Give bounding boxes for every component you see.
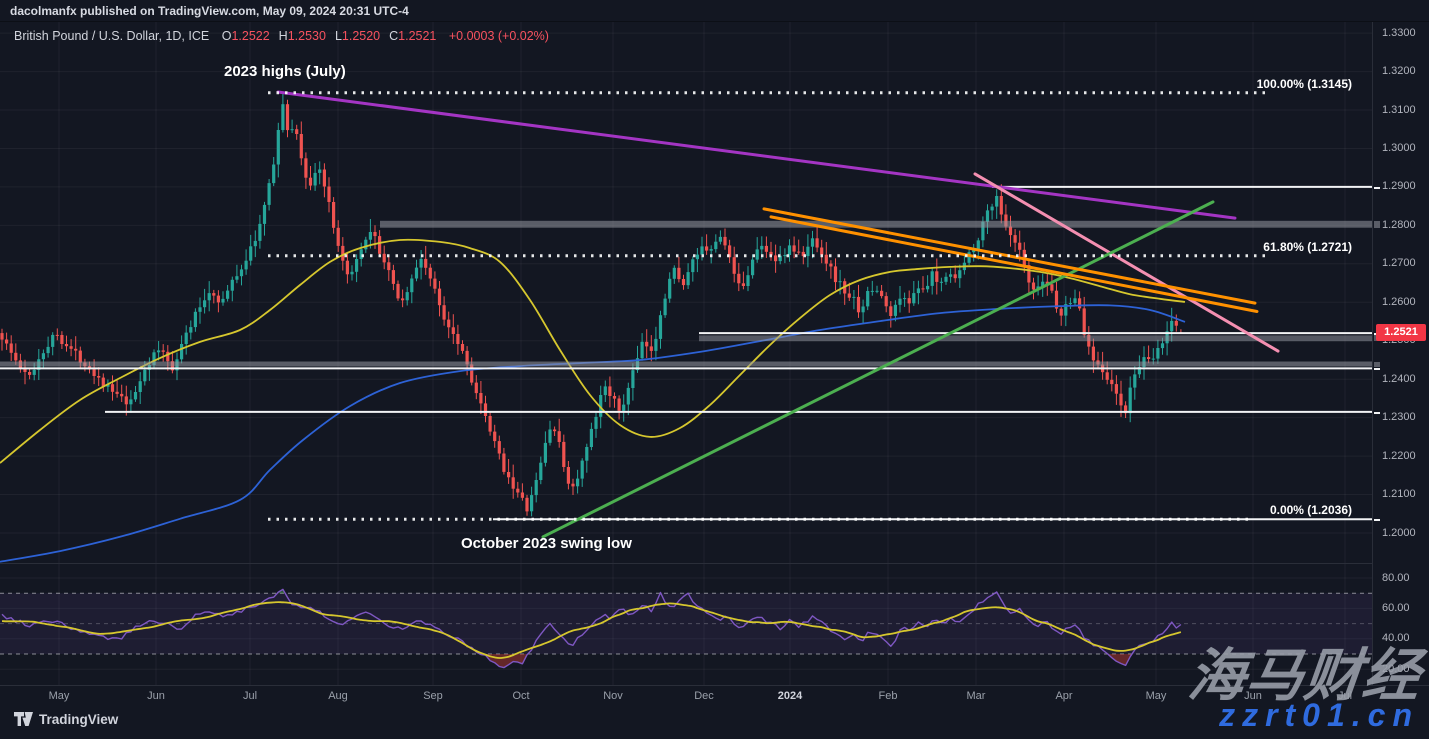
price-axis-label: 1.2800 <box>1382 219 1416 231</box>
time-axis-label: Mar <box>966 690 986 702</box>
price-axis-label: 1.2300 <box>1382 411 1416 423</box>
tradingview-brand-text: TradingView <box>39 712 119 727</box>
axis-level-mark <box>1374 187 1380 189</box>
price-axis-label: 1.3100 <box>1382 104 1416 116</box>
pane-separator[interactable] <box>0 563 1429 564</box>
last-price-badge: 1.2521 <box>1376 324 1426 341</box>
time-axis-label: Dec <box>694 690 714 702</box>
price-pane <box>0 92 1186 563</box>
time-axis-label: Nov <box>603 690 623 702</box>
rsi-axis-label: 60.00 <box>1382 602 1410 614</box>
price-axis-label: 1.2400 <box>1382 373 1416 385</box>
ohlc-value: 1.2530 <box>287 29 326 43</box>
tradingview-brand[interactable]: TradingView <box>14 712 118 727</box>
price-axis-label: 1.2200 <box>1382 450 1416 462</box>
fib-level-label[interactable]: 100.00% (1.3145) <box>1256 77 1352 91</box>
symbol-header[interactable]: British Pound / U.S. Dollar, 1D, ICE O1.… <box>14 29 549 46</box>
ohlc-key: C <box>389 29 399 43</box>
time-axis-label: 2024 <box>777 690 803 702</box>
price-axis-label: 1.3200 <box>1382 65 1416 77</box>
axis-level-mark <box>1374 362 1380 367</box>
rsi-pane <box>0 588 1372 669</box>
ohlc-value: 1.2522 <box>231 29 270 43</box>
chart-canvas[interactable] <box>0 0 1372 685</box>
time-axis-label: Aug <box>328 690 348 702</box>
ohlc-key: H <box>278 29 288 43</box>
ohlc-key: L <box>334 29 342 43</box>
ohlc-value: 1.2520 <box>341 29 381 43</box>
price-axis-label: 1.2100 <box>1382 488 1416 500</box>
footer-bar: TradingView <box>0 706 1429 739</box>
time-axis-label: Jul <box>242 690 258 702</box>
fib-level-label[interactable]: 61.80% (1.2721) <box>1263 240 1352 254</box>
publish-bar: dacolmanfx published on TradingView.com,… <box>0 0 1429 22</box>
price-axis-label: 1.2000 <box>1382 527 1416 539</box>
fib-level-label[interactable]: 0.00% (1.2036) <box>1269 503 1352 517</box>
time-axis-label: Sep <box>423 690 443 702</box>
rsi-axis-label: 80.00 <box>1382 572 1410 584</box>
price-axis-label: 1.2700 <box>1382 257 1416 269</box>
rsi-axis-label: 20.00 <box>1382 663 1410 675</box>
price-axis-label: 1.2600 <box>1382 296 1416 308</box>
change-value: +0.0003 (+0.02%) <box>448 29 549 43</box>
price-axis-label: 1.2900 <box>1382 180 1416 192</box>
price-axis[interactable]: 1.3300 1.3200 1.3100 1.3000 1.2900 1.2800 1.27… <box>1372 22 1429 685</box>
time-axis-label: Feb <box>878 690 898 702</box>
watermark-url: zzrt01.cn <box>1219 697 1419 733</box>
axis-level-mark <box>1374 221 1380 228</box>
time-axis-label: Oct <box>512 690 530 702</box>
time-axis-label: Apr <box>1055 690 1073 702</box>
ohlc-key: O <box>221 29 232 43</box>
tradingview-logo-icon <box>14 712 33 726</box>
symbol-title[interactable]: British Pound / U.S. Dollar, 1D, ICE <box>14 29 210 43</box>
price-axis-label: 1.3300 <box>1382 27 1416 39</box>
time-axis-label: May <box>48 690 70 702</box>
price-axis-label: 1.3000 <box>1382 142 1416 154</box>
time-axis-label: Jul <box>1337 690 1353 702</box>
time-axis-label: Jun <box>1244 690 1262 702</box>
axis-level-mark <box>1374 412 1380 414</box>
axis-level-mark <box>1374 368 1380 370</box>
ohlc-value: 1.2521 <box>398 29 437 43</box>
annotation-2023-highs[interactable]: 2023 highs (July) <box>224 63 346 80</box>
annotation-october-low[interactable]: October 2023 swing low <box>461 535 632 552</box>
publish-text: dacolmanfx published on TradingView.com,… <box>10 4 409 18</box>
time-axis[interactable]: May Jun Jul Aug Sep Oct Nov Dec 2024 Feb Mar Apr May… <box>0 685 1429 706</box>
time-axis-label: Jun <box>147 690 165 702</box>
time-axis-label: May <box>1145 690 1167 702</box>
ohlc-values: O1.2522 H1.2530 L1.2520 C1.2521 <box>213 29 437 43</box>
axis-level-mark <box>1374 519 1380 521</box>
rsi-axis-label: 40.00 <box>1382 632 1410 644</box>
